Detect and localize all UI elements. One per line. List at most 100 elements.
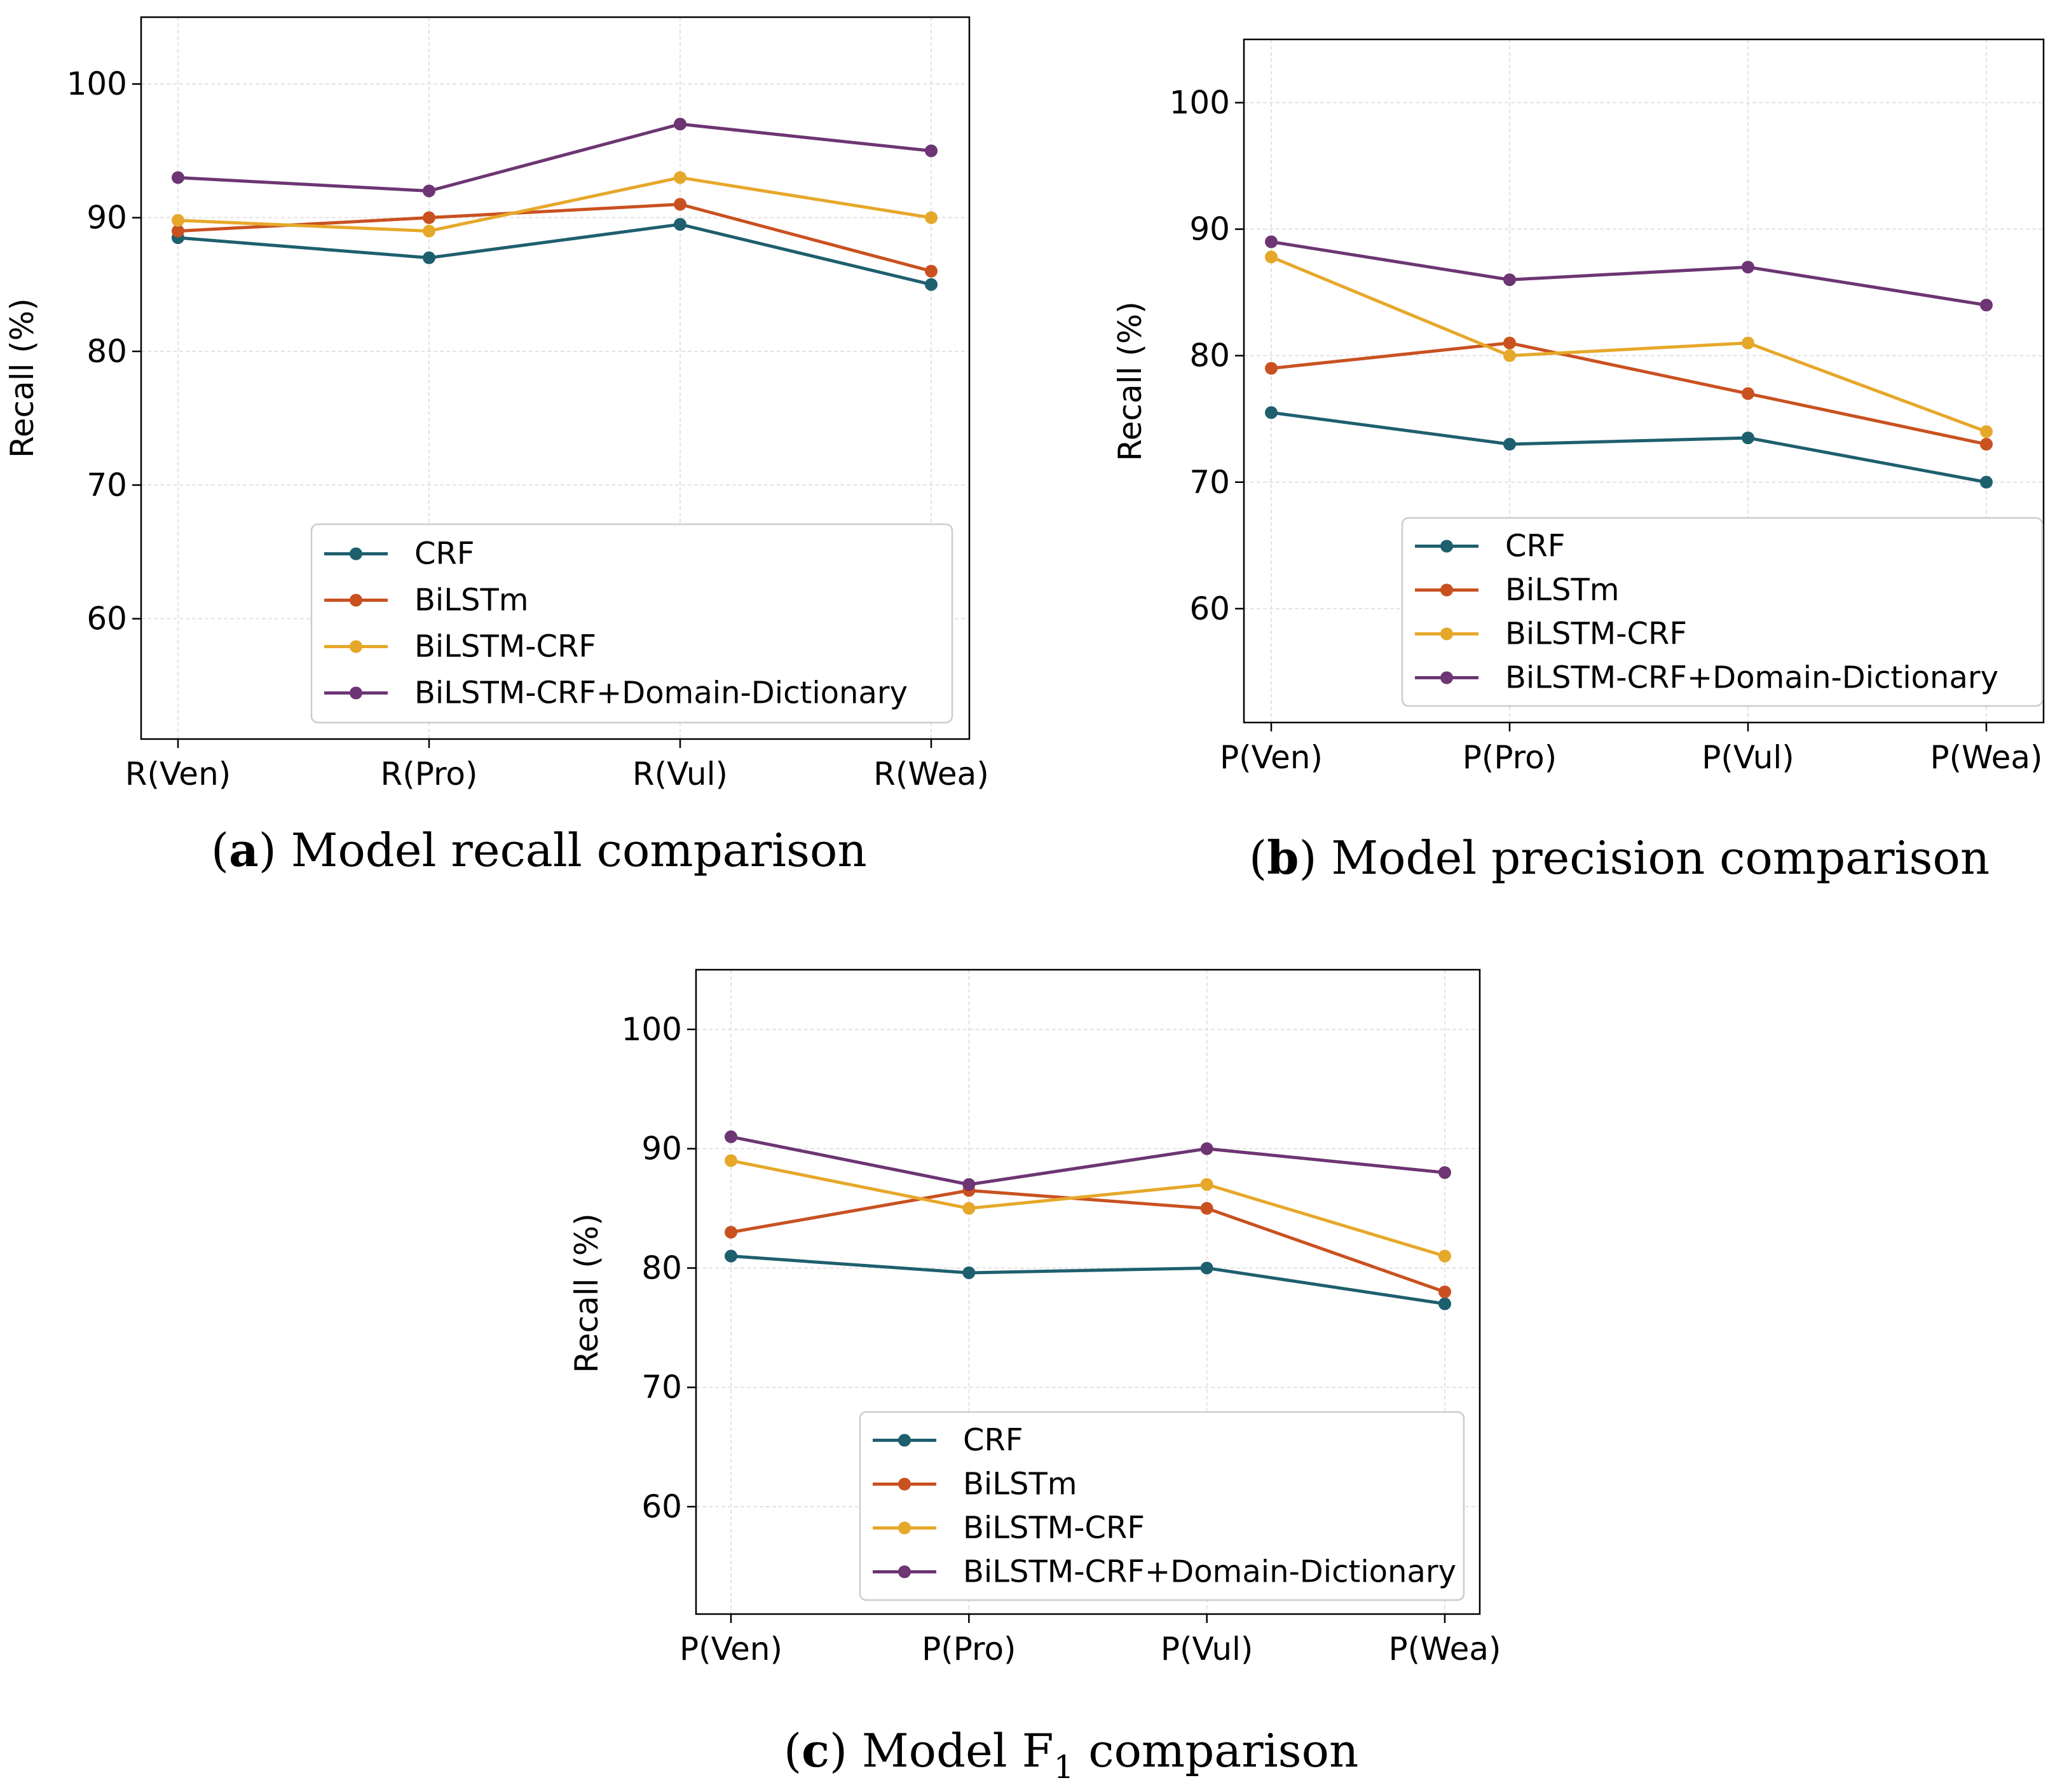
series-line-crf xyxy=(1271,411,1987,484)
data-point-bilstm-crf-domain-dictionary xyxy=(172,171,184,184)
data-point-bilstm-crf xyxy=(925,211,938,224)
legend-label-bilstm: BiLSTm xyxy=(414,583,529,618)
data-point-bilstm xyxy=(1438,1286,1451,1298)
legend-swatch-marker xyxy=(350,686,362,700)
data-point-crf xyxy=(423,251,435,264)
data-point-bilstm-crf xyxy=(1438,1249,1451,1263)
legend-box xyxy=(859,1411,1465,1601)
chart-recall: 60 70 80 90 100 R(Ven) R(Pro) R(Vul) R(Wea) Recal… xyxy=(4,16,989,877)
data-point-bilstm-crf xyxy=(172,214,184,227)
legend-label-crf: CRF xyxy=(1505,529,1565,564)
data-point-crf xyxy=(962,1266,976,1279)
legend-swatch-marker xyxy=(1440,540,1453,553)
y-axis-label: Recall (%) xyxy=(1112,301,1149,461)
legend-swatch-marker xyxy=(898,1434,911,1447)
data-point-bilstm-crf xyxy=(423,224,435,238)
data-point-bilstm-crf-domain-dictionary xyxy=(1438,1166,1451,1179)
data-point-bilstm-crf-domain-dictionary xyxy=(674,118,686,131)
caption-text: ) Model precision comparison xyxy=(1299,831,1990,885)
data-point-bilstm xyxy=(674,198,686,211)
y-tick-label: 80 xyxy=(86,333,127,370)
x-tick-label: P(Vul) xyxy=(1161,1631,1253,1667)
y-axis-label: Recall (%) xyxy=(568,1213,605,1373)
legend-swatch-marker xyxy=(1440,583,1453,597)
y-tick-label: 100 xyxy=(622,1011,682,1048)
caption-text-after: comparison xyxy=(1074,1724,1358,1777)
caption-text: ) Model recall comparison xyxy=(259,824,867,877)
data-point-bilstm-crf-domain-dictionary xyxy=(1200,1142,1213,1155)
legend: CRF BiLSTm BiLSTM-CRF BiLSTM-CRF+Domain-Dic… xyxy=(310,523,953,724)
chart-precision: 60 70 80 90 100 P(Ven) P(Pro) P(Vul) P(Wea) Recal… xyxy=(1112,38,2045,885)
caption-paren: ( xyxy=(211,824,229,877)
legend-swatch-marker xyxy=(350,594,362,607)
data-point-bilstm-crf xyxy=(962,1202,976,1215)
data-point-crf xyxy=(1503,438,1516,451)
y-tick-label: 70 xyxy=(641,1369,682,1406)
legend-swatch-marker xyxy=(898,1521,911,1535)
caption-text: ) Model F xyxy=(830,1724,1054,1777)
caption-paren: ( xyxy=(784,1724,802,1777)
data-point-bilstm-crf-domain-dictionary xyxy=(1503,273,1516,287)
y-tick-label: 100 xyxy=(67,65,127,102)
legend-label-bilstm: BiLSTm xyxy=(1505,573,1620,608)
y-tick-label: 60 xyxy=(641,1488,682,1525)
legend-label-bilstm-crf: BiLSTM-CRF xyxy=(414,629,596,665)
legend-swatch-marker xyxy=(1440,671,1453,684)
legend-swatch-marker xyxy=(350,640,362,653)
data-point-crf xyxy=(1265,406,1278,419)
legend-label-bilstm-crf-domain-dictionary: BiLSTM-CRF+Domain-Dictionary xyxy=(1505,660,1998,696)
plot-frame xyxy=(140,16,971,740)
data-point-bilstm-crf xyxy=(1503,349,1516,362)
data-point-crf xyxy=(1980,475,1993,489)
series-line-bilstm xyxy=(730,1188,1445,1294)
legend-label-bilstm-crf: BiLSTM-CRF xyxy=(1505,616,1687,652)
x-tick-label: R(Ven) xyxy=(125,756,231,792)
x-tick-label: P(Wea) xyxy=(1388,1631,1501,1667)
data-point-bilstm xyxy=(172,224,184,238)
y-tick-label: 60 xyxy=(86,601,127,637)
data-point-crf xyxy=(1200,1261,1213,1275)
x-tick-label: P(Pro) xyxy=(1463,739,1557,776)
data-point-bilstm xyxy=(423,211,435,224)
legend-swatch-marker xyxy=(898,1477,911,1491)
data-point-bilstm-crf xyxy=(1265,250,1278,264)
x-tick-label: R(Vul) xyxy=(632,756,728,792)
y-tick-label: 100 xyxy=(1170,85,1230,121)
legend-box xyxy=(1401,517,2044,707)
y-tick-label: 90 xyxy=(86,200,127,236)
data-point-bilstm-crf-domain-dictionary xyxy=(1742,261,1754,274)
legend-box xyxy=(310,523,953,724)
data-point-crf xyxy=(725,1249,737,1263)
caption-letter: c xyxy=(802,1723,830,1777)
series-line-bilstm xyxy=(1271,341,1987,446)
plot-frame xyxy=(1243,38,2045,724)
legend: CRF BiLSTm BiLSTM-CRF BiLSTM-CRF+Domain-Dic… xyxy=(859,1411,1465,1601)
series-line-bilstm-crf-domain-dictionary xyxy=(1271,240,1987,307)
series-line-bilstm-crf xyxy=(177,175,932,233)
series-line-bilstm-crf xyxy=(730,1158,1445,1258)
caption-letter: a xyxy=(229,823,259,877)
y-tick-label: 70 xyxy=(1189,464,1230,501)
data-point-bilstm xyxy=(725,1226,737,1239)
series-line-bilstm-crf-domain-dictionary xyxy=(177,122,932,193)
legend-label-crf: CRF xyxy=(963,1423,1023,1458)
data-point-bilstm-crf-domain-dictionary xyxy=(1265,235,1278,248)
y-tick-label: 90 xyxy=(1189,211,1230,248)
data-point-bilstm-crf xyxy=(674,171,686,184)
data-point-bilstm xyxy=(1742,387,1754,400)
chart-f1: 60 70 80 90 100 P(Ven) P(Pro) P(Vul) P(Wea) Recal… xyxy=(568,968,1501,1786)
data-point-bilstm-crf-domain-dictionary xyxy=(925,144,938,158)
legend-swatch-marker xyxy=(1440,627,1453,641)
legend-label-bilstm: BiLSTm xyxy=(963,1467,1077,1502)
x-tick-label: P(Ven) xyxy=(1220,739,1323,776)
data-point-bilstm-crf xyxy=(1200,1178,1213,1191)
y-tick-label: 70 xyxy=(86,466,127,503)
data-point-bilstm xyxy=(1980,438,1993,451)
data-point-bilstm-crf xyxy=(1980,425,1993,438)
legend-swatch-marker xyxy=(898,1565,911,1578)
x-tick-label: R(Pro) xyxy=(380,756,477,792)
plot-frame xyxy=(695,968,1481,1615)
data-point-crf xyxy=(925,278,938,291)
chart-caption: (c) Model F1 comparison xyxy=(784,1723,1358,1786)
